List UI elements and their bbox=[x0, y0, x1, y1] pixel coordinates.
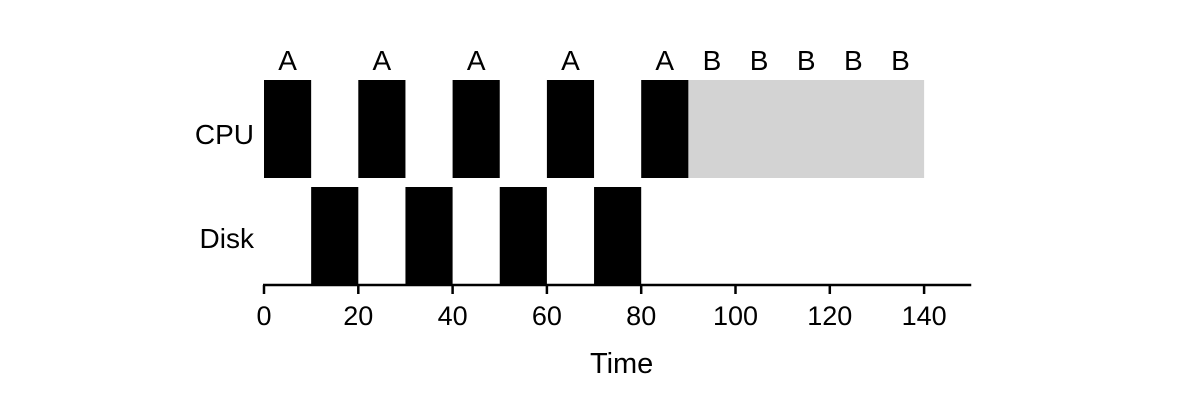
bar-cpu-0-10 bbox=[264, 80, 312, 178]
row-label-cpu: CPU bbox=[195, 119, 254, 150]
bar-label-a-60: A bbox=[561, 45, 580, 76]
annotation-b-125: B bbox=[844, 45, 863, 76]
bars bbox=[264, 80, 925, 285]
bar-disk-10-20 bbox=[311, 187, 359, 285]
x-tick-label-100: 100 bbox=[713, 301, 758, 331]
annotation-b-95: B bbox=[703, 45, 722, 76]
x-tick-label-0: 0 bbox=[256, 301, 271, 331]
bar-label-a-20: A bbox=[373, 45, 392, 76]
annotation-b-135: B bbox=[891, 45, 910, 76]
x-tick-label-120: 120 bbox=[807, 301, 852, 331]
bar-label-a-0: A bbox=[278, 45, 297, 76]
bar-cpu-20-30 bbox=[358, 80, 406, 178]
bar-cpu-40-50 bbox=[452, 80, 500, 178]
bar-cpu-80-90 bbox=[641, 80, 689, 178]
x-tick-label-40: 40 bbox=[438, 301, 468, 331]
row-labels: CPU Disk bbox=[195, 119, 255, 254]
x-tick-label-140: 140 bbox=[902, 301, 947, 331]
bar-label-a-40: A bbox=[467, 45, 486, 76]
bar-disk-50-60 bbox=[499, 187, 547, 285]
bar-disk-70-80 bbox=[594, 187, 642, 285]
bar-cpu-60-70 bbox=[546, 80, 595, 178]
bar-label-a-80: A bbox=[655, 45, 674, 76]
annotation-b-115: B bbox=[797, 45, 816, 76]
x-tick-label-80: 80 bbox=[626, 301, 656, 331]
bar-cpu-90-140 bbox=[688, 80, 925, 178]
x-axis: 0 20 40 60 80 100 120 140 bbox=[256, 283, 972, 331]
x-tick-label-60: 60 bbox=[532, 301, 562, 331]
x-axis-label: Time bbox=[590, 348, 653, 380]
row-label-disk: Disk bbox=[200, 223, 255, 254]
bar-disk-30-40 bbox=[405, 187, 453, 285]
annotation-b-105: B bbox=[750, 45, 769, 76]
x-tick-label-20: 20 bbox=[343, 301, 373, 331]
